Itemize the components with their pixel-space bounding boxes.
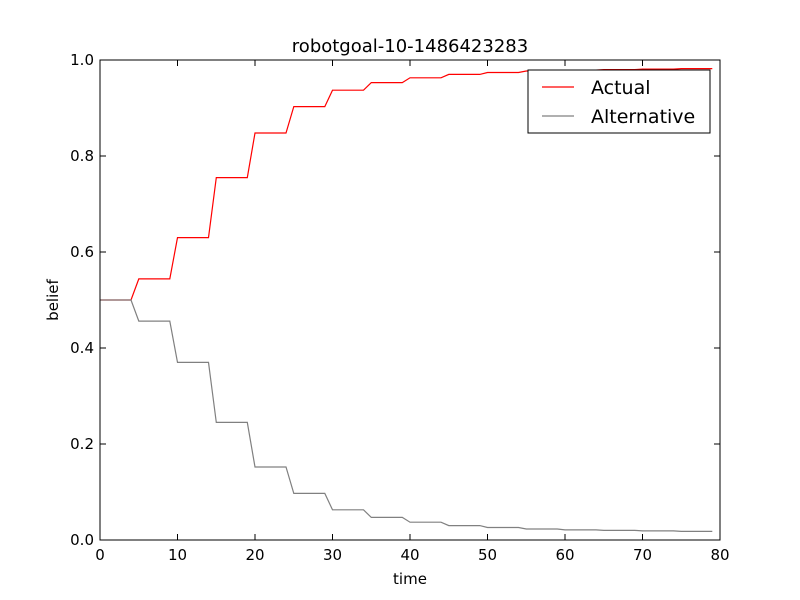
chart-title: robotgoal-10-1486423283: [292, 36, 528, 57]
x-tick-label: 30: [323, 546, 342, 564]
x-axis-label: time: [393, 570, 427, 588]
x-tick-label: 50: [478, 546, 497, 564]
y-tick-label: 0.6: [70, 243, 94, 261]
x-tick-label: 70: [633, 546, 652, 564]
y-tick-label: 0.2: [70, 435, 94, 453]
x-tick-label: 40: [400, 546, 419, 564]
y-tick-label: 0.8: [70, 147, 94, 165]
y-axis-label: belief: [44, 278, 62, 320]
x-tick-label: 20: [245, 546, 264, 564]
y-tick-label: 0.4: [70, 339, 94, 357]
y-tick-label: 1.0: [70, 51, 94, 69]
legend-label-actual: Actual: [591, 77, 651, 99]
chart-legend: Actual Alternative: [527, 69, 711, 134]
x-tick-label: 10: [168, 546, 187, 564]
axis-ticks: 0 10 20 30 40 50 60 70 80 0.0 0.2 0.4 0.6 0.8 1.0: [70, 51, 729, 564]
x-tick-label: 60: [555, 546, 574, 564]
x-tick-label: 80: [710, 546, 729, 564]
series-line-alternative: [100, 299, 713, 533]
x-tick-label: 0: [95, 546, 105, 564]
plot-frame: [99, 59, 721, 541]
legend-label-alternative: Alternative: [591, 106, 695, 128]
y-tick-label: 0.0: [70, 531, 94, 549]
legend-box: [527, 69, 711, 134]
